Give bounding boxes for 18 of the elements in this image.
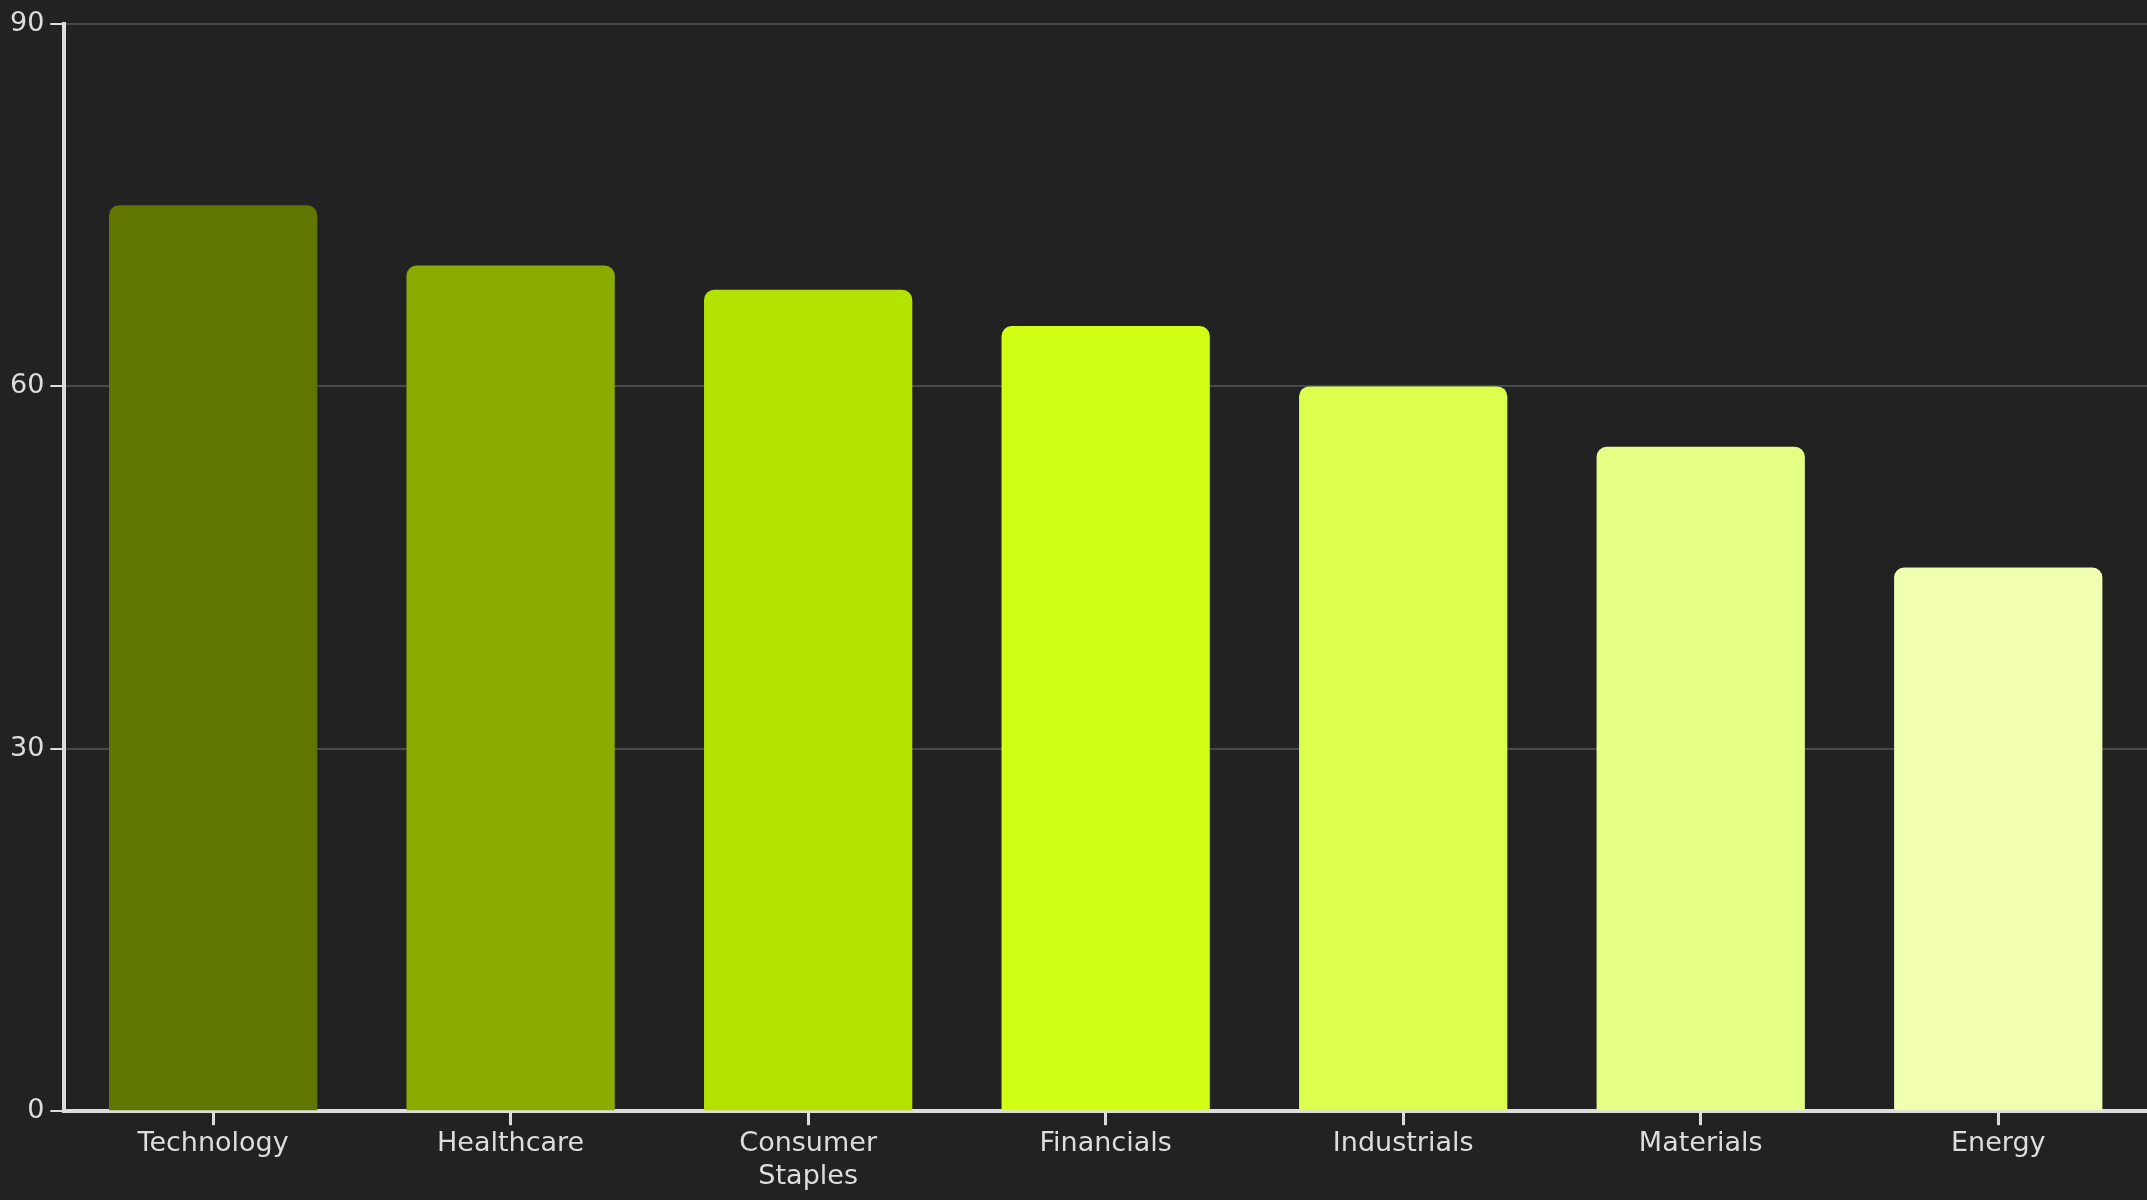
bar [1001,326,1210,1111]
y-tick-label: 60 [10,368,45,400]
bar [704,289,913,1111]
bar [1299,386,1508,1111]
x-tick-label: Financials [1039,1126,1172,1158]
x-tick-label: Industrials [1332,1126,1474,1158]
y-tick-label: 30 [10,730,45,762]
y-tick-label: 0 [27,1093,45,1125]
x-tick-label: Consumer Staples [739,1126,878,1190]
bar [406,265,615,1111]
bar [108,205,318,1111]
x-tick-label: Materials [1638,1126,1763,1158]
bar [1596,446,1805,1111]
bar [1894,567,2103,1111]
x-tick-label: Energy [1950,1126,2046,1158]
x-tick-label: Healthcare [437,1126,585,1158]
y-tick-label: 90 [10,6,45,38]
x-tick-label: Technology [136,1126,289,1158]
